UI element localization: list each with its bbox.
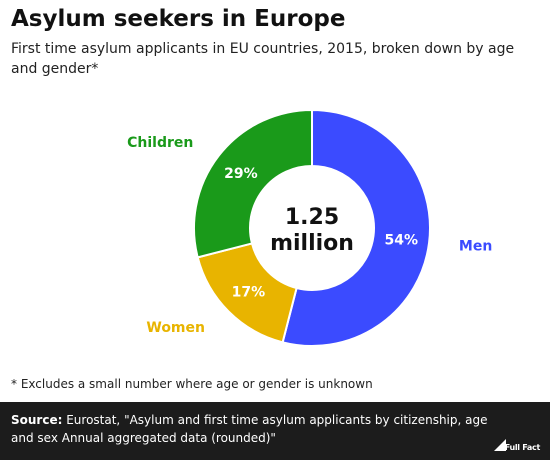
center-total-value: 1.25 bbox=[285, 205, 339, 230]
full-fact-logo: Full Fact bbox=[494, 434, 540, 452]
center-total-unit: million bbox=[270, 231, 354, 256]
footnote: * Excludes a small number where age or g… bbox=[11, 377, 373, 391]
slice-name-women: Women bbox=[146, 320, 205, 336]
source-bar: Source: Eurostat, "Asylum and first time… bbox=[0, 402, 550, 460]
logo-text: Full Fact bbox=[504, 443, 541, 452]
source-citation: Eurostat, "Asylum and first time asylum … bbox=[11, 413, 488, 445]
slice-name-men: Men bbox=[459, 239, 492, 255]
slice-name-children: Children bbox=[127, 135, 193, 151]
donut-slices bbox=[193, 108, 431, 347]
slice-men bbox=[281, 108, 431, 347]
donut-labels: 54% Men 17% Women 29% Children bbox=[127, 135, 492, 336]
slice-children bbox=[193, 108, 313, 259]
slice-value-children: 29% bbox=[224, 166, 258, 182]
chart-title: Asylum seekers in Europe bbox=[11, 6, 346, 32]
slice-value-men: 54% bbox=[385, 232, 419, 248]
source-label: Source: bbox=[11, 413, 63, 427]
donut-chart: 54% Men 17% Women 29% Children 1.25 million bbox=[127, 108, 492, 347]
chart-subtitle: First time asylum applicants in EU count… bbox=[11, 41, 515, 77]
slice-value-women: 17% bbox=[232, 285, 266, 301]
source-text: Source: Eurostat, "Asylum and first time… bbox=[11, 411, 491, 447]
full-fact-mark-icon bbox=[494, 439, 506, 451]
